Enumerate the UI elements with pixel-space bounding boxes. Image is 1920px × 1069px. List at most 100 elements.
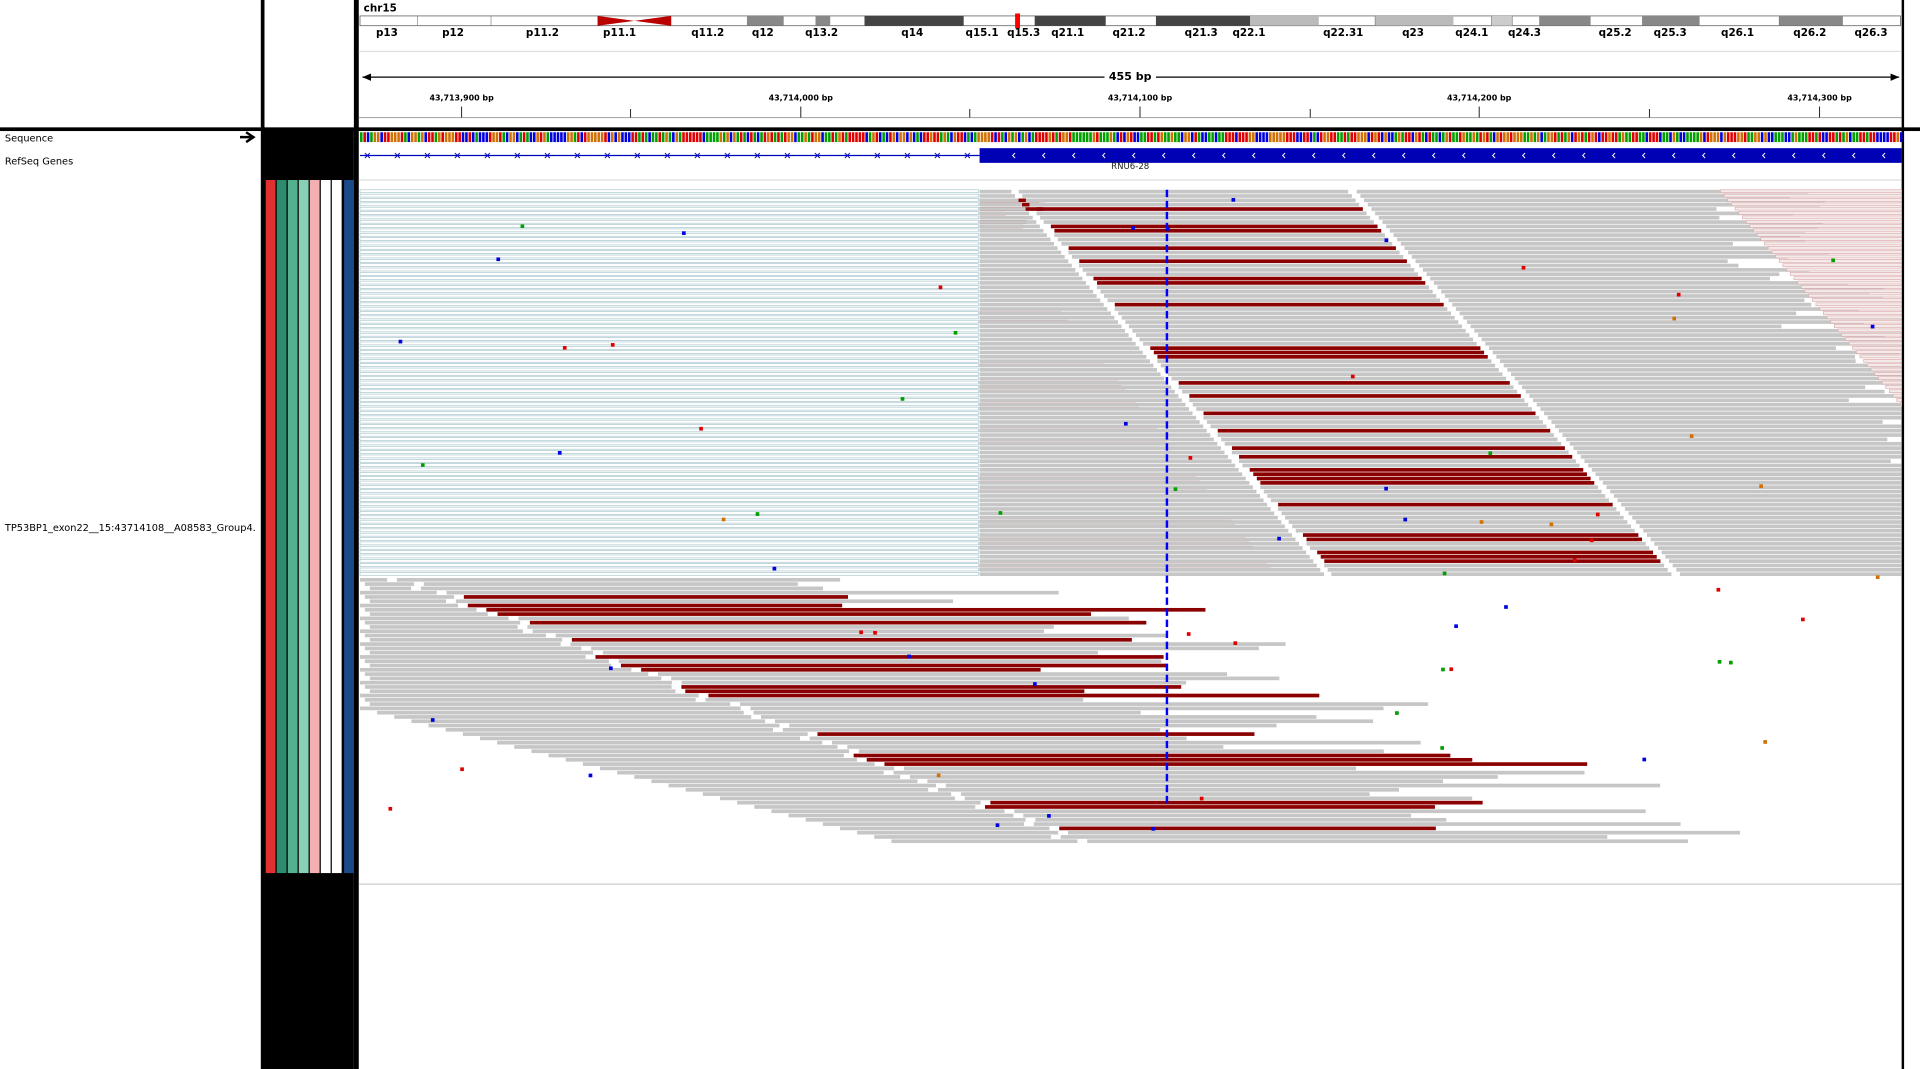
- read: [359, 259, 979, 263]
- base: [1187, 132, 1191, 143]
- read: [979, 459, 1232, 463]
- base: [1051, 132, 1055, 143]
- read: [671, 676, 1280, 681]
- base: [797, 132, 801, 143]
- read: [359, 389, 979, 394]
- read: [1723, 193, 1902, 198]
- base: [627, 132, 631, 143]
- read: [1306, 541, 1646, 546]
- mismatch: [900, 397, 905, 401]
- base: [495, 132, 499, 143]
- base: [1482, 132, 1486, 143]
- read: [979, 385, 1172, 390]
- read: [979, 468, 1239, 472]
- strand-arrow[interactable]: [240, 131, 256, 144]
- mismatch: [1728, 660, 1733, 665]
- read: [979, 263, 1072, 268]
- read: [817, 732, 1255, 736]
- read: [359, 341, 979, 346]
- base: [1153, 132, 1157, 143]
- strand-mark: [1461, 152, 1466, 159]
- base: [1343, 132, 1347, 143]
- mismatch: [772, 566, 777, 571]
- read: [891, 839, 1078, 844]
- read: [1624, 507, 1902, 511]
- read: [1210, 424, 1547, 429]
- read: [1128, 324, 1463, 329]
- band-label: q26.2: [1793, 27, 1826, 39]
- mismatch: [1384, 238, 1389, 243]
- base: [967, 132, 970, 143]
- mismatch: [1870, 324, 1875, 329]
- base: [1109, 132, 1113, 143]
- read: [979, 381, 1168, 385]
- read: [979, 524, 1285, 529]
- read: [1856, 350, 1902, 354]
- base: [1458, 132, 1462, 143]
- read: [1804, 289, 1902, 294]
- strand-mark: [1221, 152, 1226, 159]
- read: [979, 341, 1136, 346]
- mismatch: [1488, 451, 1493, 456]
- base: [597, 132, 600, 143]
- mismatch: [1384, 486, 1388, 491]
- strand-mark: [724, 152, 731, 159]
- mismatch: [1479, 520, 1484, 524]
- band: [1539, 15, 1591, 26]
- strand-mark: [454, 152, 461, 159]
- read: [1771, 250, 1902, 254]
- read: [979, 246, 1058, 250]
- read: [1665, 554, 1902, 559]
- mismatch: [1589, 538, 1594, 543]
- read: [979, 515, 1278, 520]
- base: [1231, 132, 1235, 143]
- read: [1143, 341, 1477, 346]
- base: [1414, 132, 1418, 143]
- read: [979, 402, 1186, 407]
- base: [499, 132, 502, 143]
- read: [1306, 537, 1643, 542]
- ideogram[interactable]: p13 p12 p11.2 p11.1 q11.2 q12 q13.2 q14 q15.1 q15…: [359, 13, 1901, 39]
- gene-track[interactable]: [360, 148, 1902, 163]
- read: [1029, 202, 1360, 207]
- base: [1486, 132, 1489, 143]
- read: [1822, 311, 1902, 315]
- read: [455, 599, 954, 604]
- read: [1054, 228, 1382, 233]
- base: [760, 132, 763, 143]
- read: [359, 376, 979, 380]
- read: [359, 350, 979, 354]
- read: [1054, 233, 1385, 237]
- read: [364, 620, 521, 625]
- mismatch: [1716, 587, 1721, 592]
- base: [1879, 132, 1883, 143]
- span-bg: [1104, 69, 1156, 85]
- mismatch: [1151, 827, 1156, 831]
- base: [1791, 132, 1794, 143]
- read: [1830, 319, 1902, 324]
- read: [1114, 307, 1448, 311]
- base: [1435, 132, 1438, 143]
- read: [1018, 189, 1349, 194]
- base: [580, 132, 584, 143]
- read: [1285, 515, 1624, 520]
- read: [359, 345, 979, 350]
- base: [451, 132, 455, 143]
- read: [420, 586, 824, 591]
- read: [1573, 446, 1902, 450]
- strand-mark: [1131, 152, 1136, 159]
- base: [624, 132, 628, 143]
- read: [359, 332, 979, 337]
- base: [1472, 132, 1476, 143]
- base: [956, 132, 960, 143]
- read: [1639, 524, 1902, 529]
- base: [631, 132, 634, 143]
- band-label: q26.3: [1854, 27, 1887, 39]
- read: [359, 254, 979, 259]
- read: [1441, 289, 1870, 294]
- base: [1696, 132, 1699, 143]
- read: [369, 599, 447, 604]
- strand-mark: [694, 152, 701, 159]
- span-label: 455 bp: [1109, 70, 1152, 83]
